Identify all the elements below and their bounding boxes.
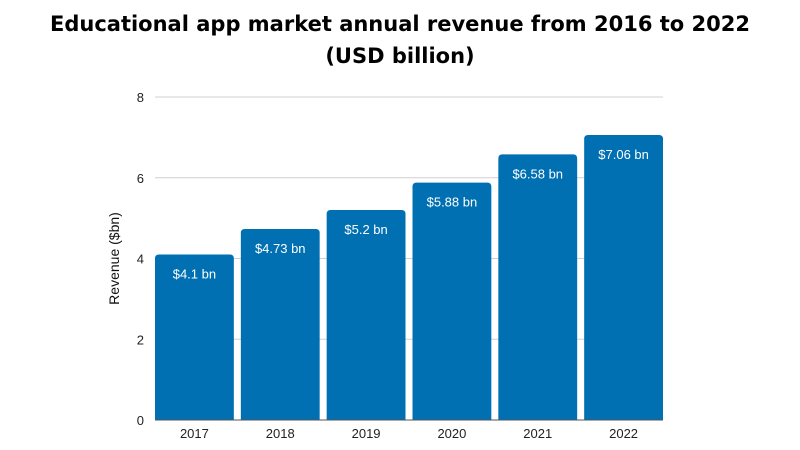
data-label: $4.73 bn	[255, 241, 306, 256]
y-tick-label: 0	[137, 413, 144, 428]
x-tick-label: 2019	[352, 426, 381, 441]
y-tick-label: 2	[137, 332, 144, 347]
bar	[412, 182, 492, 420]
data-label: $5.2 bn	[344, 222, 387, 237]
chart-title-line-1: Educational app market annual revenue fr…	[50, 12, 750, 36]
data-label: $6.58 bn	[512, 166, 563, 181]
x-tick-label: 2018	[266, 426, 295, 441]
y-tick-label: 6	[137, 171, 144, 186]
x-tick-label: 2021	[523, 426, 552, 441]
y-tick-label: 4	[137, 252, 144, 267]
data-label: $4.1 bn	[173, 266, 216, 281]
x-tick-label: 2020	[437, 426, 466, 441]
data-label: $5.88 bn	[427, 195, 478, 210]
bar	[498, 154, 578, 420]
y-axis-label: Revenue ($bn)	[106, 212, 122, 305]
bar	[155, 254, 234, 420]
y-tick-label: 8	[137, 90, 144, 105]
x-tick-label: 2022	[609, 426, 638, 441]
data-label: $7.06 bn	[598, 147, 649, 162]
chart-title: Educational app market annual revenue fr…	[0, 8, 800, 72]
chart-title-line-2: (USD billion)	[325, 44, 475, 68]
bar	[584, 134, 663, 420]
bar	[326, 210, 406, 420]
bar	[240, 229, 320, 420]
x-tick-label: 2017	[180, 426, 209, 441]
